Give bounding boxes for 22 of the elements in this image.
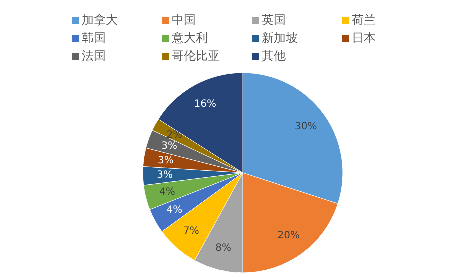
data-label: 3% <box>157 170 173 181</box>
legend-label: 加拿大 <box>82 12 118 29</box>
legend-label: 法国 <box>82 48 106 65</box>
legend-label: 中国 <box>172 12 196 29</box>
legend-label: 哥伦比亚 <box>172 48 220 65</box>
legend-label: 其他 <box>262 48 286 65</box>
data-label: 20% <box>278 230 300 242</box>
data-label: 2% <box>166 130 183 141</box>
legend-label: 英国 <box>262 12 286 29</box>
data-label: 4% <box>160 186 176 198</box>
data-label: 4% <box>166 205 183 216</box>
legend-label: 荷兰 <box>352 12 376 29</box>
data-label: 7% <box>183 226 200 238</box>
data-label: 16% <box>194 99 217 110</box>
legend-label: 新加坡 <box>262 30 298 47</box>
data-label: 3% <box>158 155 174 166</box>
data-label: 30% <box>294 122 318 133</box>
legend-label: 韩国 <box>82 30 106 47</box>
data-label: 8% <box>216 243 232 254</box>
legend-label: 意大利 <box>172 30 208 47</box>
data-label: 3% <box>162 141 178 152</box>
legend-label: 日本 <box>352 30 376 47</box>
